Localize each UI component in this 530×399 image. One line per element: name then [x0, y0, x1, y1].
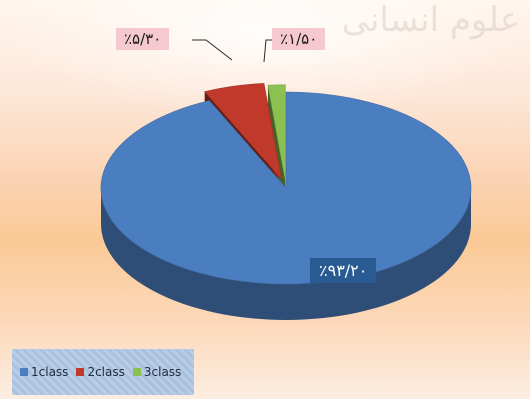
- pie-side-1class: [101, 188, 471, 320]
- watermark-text: علوم انسانی: [341, 0, 520, 40]
- data-label-1class: ٪۹۳/۲۰: [310, 258, 377, 283]
- legend-label-1class: 1class: [31, 365, 69, 379]
- data-label-3class: ٪۱/۵۰: [272, 28, 326, 50]
- legend-swatch-2class: [76, 368, 85, 376]
- pie-slice-1class: [100, 91, 472, 285]
- leader-line-3class: [263, 39, 272, 63]
- legend-swatch-1class: [20, 368, 28, 376]
- legend-item-3class: 3class: [132, 365, 182, 379]
- chart-legend: 1class 2class 3class: [12, 349, 194, 395]
- data-label-2class: ٪۵/۳۰: [116, 28, 170, 50]
- leader-lines: [192, 39, 272, 63]
- legend-swatch-3class: [132, 368, 141, 376]
- leader-line-2class: [192, 39, 233, 61]
- pie-slice-2class: [204, 83, 282, 180]
- legend-item-2class: 2class: [76, 365, 125, 379]
- pie-slice-3class: [267, 84, 286, 181]
- legend-label-3class: 3class: [143, 365, 182, 379]
- pie-top-layer: [100, 83, 472, 285]
- legend-item-1class: 1class: [20, 365, 68, 379]
- legend-label-2class: 2class: [87, 365, 125, 379]
